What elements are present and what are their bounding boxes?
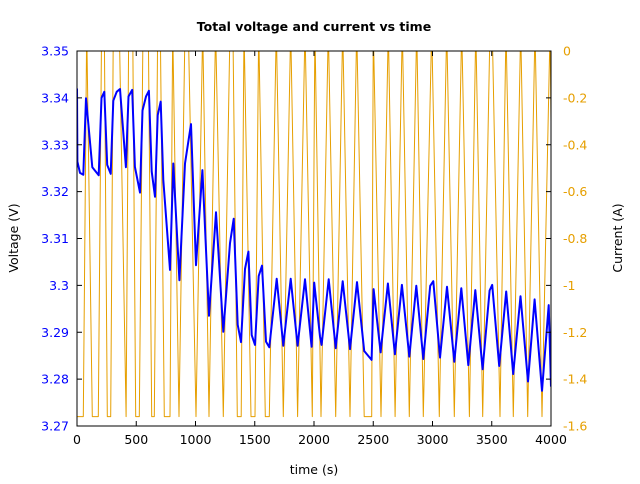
y-tick-label: 3.31 [41, 231, 69, 246]
y2-tick-label: 0 [563, 44, 571, 59]
current-series-line [77, 51, 551, 418]
x-tick-label: 1500 [239, 432, 271, 447]
y-tick-label: 3.35 [41, 44, 69, 59]
y-tick-label: 3.3 [49, 278, 69, 293]
y2-tick-label: -0.4 [563, 137, 587, 152]
y-axis-label: Voltage (V) [6, 203, 21, 272]
plot-frame [76, 50, 552, 427]
x-tick-label: 500 [124, 432, 148, 447]
y-tick-label: 3.32 [41, 184, 69, 199]
y2-tick-label: -1.6 [563, 419, 587, 434]
y2-tick-label: -1.4 [563, 372, 587, 387]
x-tick-label: 2000 [298, 432, 330, 447]
y-tick-label: 3.33 [41, 137, 69, 152]
y2-tick-label: -1.2 [563, 325, 587, 340]
x-tick-label: 0 [73, 432, 81, 447]
y-tick-label: 3.34 [41, 90, 69, 105]
y-tick-label: 3.29 [41, 325, 69, 340]
y2-tick-label: -1 [563, 278, 575, 293]
x-tick-label: 2500 [357, 432, 389, 447]
x-tick-label: 4000 [535, 432, 567, 447]
x-tick-label: 3500 [476, 432, 508, 447]
x-tick-label: 3000 [417, 432, 449, 447]
chart-title: Total voltage and current vs time [197, 19, 431, 34]
y-tick-label: 3.28 [41, 372, 69, 387]
y2-tick-label: -0.6 [563, 184, 587, 199]
y2-tick-label: -0.2 [563, 90, 587, 105]
x-tick-label: 1000 [180, 432, 212, 447]
voltage-series-line [77, 88, 551, 392]
y2-tick-label: -0.8 [563, 231, 587, 246]
y-tick-label: 3.27 [41, 419, 69, 434]
y2-axis-label: Current (A) [610, 203, 625, 272]
x-axis-label: time (s) [290, 462, 338, 477]
